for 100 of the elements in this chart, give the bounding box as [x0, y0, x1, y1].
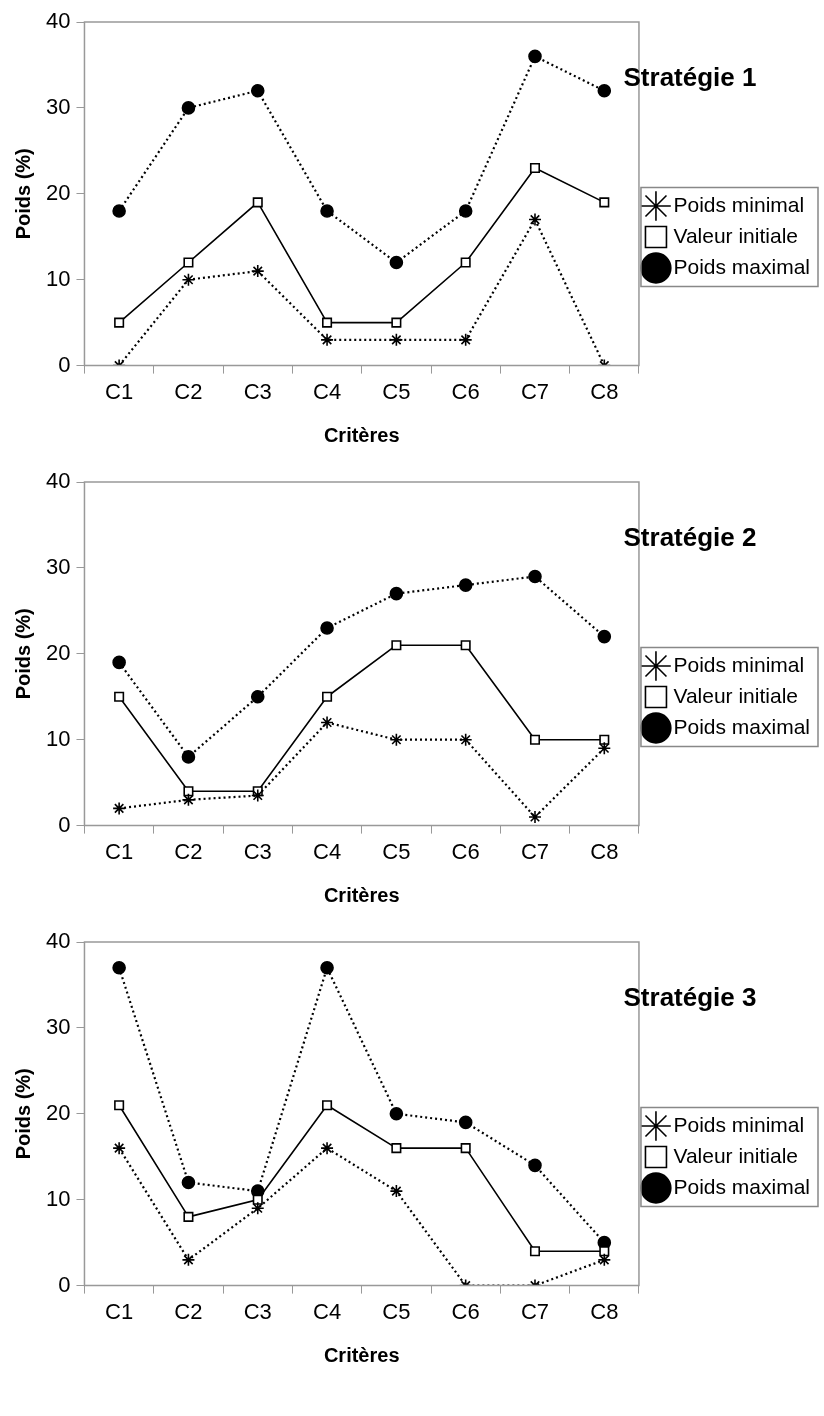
- point: [528, 810, 542, 824]
- point: [114, 317, 125, 328]
- y-tick-label: 40: [45, 468, 71, 494]
- y-axis-title: Poids (%): [11, 1068, 34, 1160]
- y-axis-title: Poids (%): [11, 608, 34, 700]
- legend-label: Valeur initiale: [673, 1143, 798, 1167]
- y-tick-label: 40: [45, 8, 71, 34]
- point: [183, 1211, 194, 1222]
- point: [250, 788, 265, 803]
- legend-label: Poids maximal: [673, 714, 811, 738]
- y-tick-label: 30: [45, 1013, 71, 1039]
- x-tick-label: C2: [174, 838, 203, 864]
- y-tick-label: 30: [45, 93, 71, 119]
- point: [252, 197, 263, 208]
- point: [458, 1115, 473, 1130]
- point: [389, 1184, 404, 1198]
- x-tick-label: C7: [520, 1298, 550, 1324]
- y-tick-label: 0: [58, 811, 71, 837]
- y-tick-label: 0: [58, 351, 71, 377]
- point: [252, 1194, 263, 1205]
- point: [599, 1246, 610, 1257]
- legend-label: Poids minimal: [673, 1112, 805, 1136]
- x-tick-label: C3: [243, 378, 272, 404]
- legend-label: Poids minimal: [673, 192, 805, 216]
- y-tick-label: 10: [45, 1185, 71, 1211]
- point: [181, 101, 196, 115]
- point: [181, 1253, 196, 1267]
- point: [112, 204, 126, 218]
- point: [389, 333, 404, 347]
- x-tick-label: C6: [451, 378, 480, 404]
- point: [528, 1158, 542, 1173]
- x-tick-label: C1: [105, 838, 134, 864]
- x-tick-label: C5: [382, 1298, 411, 1324]
- point: [460, 1143, 471, 1154]
- point: [322, 691, 333, 702]
- x-tick-label: C5: [382, 378, 411, 404]
- point: [529, 1246, 541, 1257]
- y-tick-label: 10: [45, 725, 71, 751]
- point: [114, 1100, 125, 1111]
- x-tick-label: C8: [590, 378, 619, 404]
- y-tick-label: 40: [45, 928, 71, 954]
- point: [528, 569, 542, 584]
- point: [389, 1107, 404, 1121]
- point: [458, 204, 473, 218]
- x-axis-title: Critères: [323, 883, 400, 906]
- point: [597, 629, 612, 644]
- legend-label: Poids maximal: [673, 254, 811, 278]
- text: Stratégie 3: [622, 982, 758, 1013]
- point: [181, 1175, 196, 1190]
- point: [597, 1253, 612, 1267]
- point: [458, 333, 473, 347]
- x-tick-label: C7: [520, 378, 550, 404]
- point: [112, 960, 126, 975]
- point: [112, 801, 126, 816]
- x-axis-title: Critères: [323, 1343, 400, 1366]
- point: [460, 640, 471, 651]
- text: Stratégie 2: [622, 522, 758, 553]
- point: [597, 741, 612, 756]
- point: [320, 715, 334, 730]
- legend-label: Valeur initiale: [673, 683, 798, 707]
- x-tick-label: C2: [174, 1298, 203, 1324]
- point: [599, 197, 610, 208]
- y-tick-label: 20: [45, 179, 71, 205]
- point: [389, 732, 404, 747]
- text: Stratégie 1: [622, 62, 758, 93]
- x-tick-label: C6: [451, 838, 480, 864]
- legend-label: Poids minimal: [673, 652, 805, 676]
- point: [389, 255, 404, 270]
- x-tick-label: C8: [590, 838, 619, 864]
- x-tick-label: C6: [451, 1298, 480, 1324]
- point: [597, 83, 612, 98]
- x-tick-label: C1: [105, 378, 134, 404]
- point: [320, 204, 334, 218]
- point: [389, 586, 404, 601]
- point: [181, 793, 196, 807]
- point: [458, 732, 473, 747]
- x-tick-label: C1: [105, 1298, 134, 1324]
- point: [529, 162, 541, 174]
- point: [458, 578, 473, 592]
- x-tick-label: C7: [520, 838, 550, 864]
- point: [114, 691, 125, 702]
- point: [320, 960, 334, 975]
- point: [250, 1201, 265, 1216]
- point: [250, 83, 265, 98]
- legend-label: Poids maximal: [673, 1174, 811, 1198]
- point: [250, 689, 265, 704]
- point: [250, 264, 265, 278]
- x-axis-title: Critères: [323, 423, 400, 446]
- y-tick-label: 20: [45, 639, 71, 665]
- y-tick-label: 10: [45, 265, 71, 291]
- point: [322, 317, 333, 328]
- point: [320, 333, 334, 347]
- x-tick-label: C3: [243, 838, 272, 864]
- x-tick-label: C4: [313, 378, 342, 404]
- point: [112, 655, 126, 670]
- x-tick-label: C4: [313, 838, 342, 864]
- point: [391, 640, 402, 651]
- point: [528, 49, 542, 64]
- x-tick-label: C2: [174, 378, 203, 404]
- x-tick-label: C8: [590, 1298, 619, 1324]
